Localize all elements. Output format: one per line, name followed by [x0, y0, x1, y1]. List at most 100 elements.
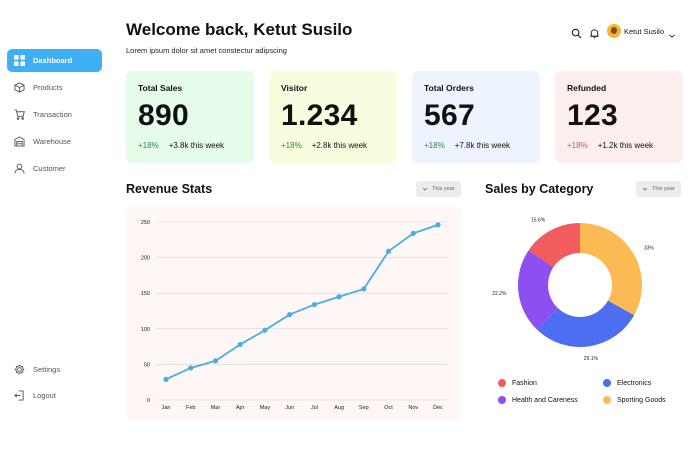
revenue-title: Revenue Stats — [126, 182, 213, 196]
x-tick-label: Aug — [334, 405, 344, 411]
revenue-period-dropdown[interactable]: This year — [416, 181, 461, 197]
sidebar-item-transaction[interactable]: Transaction — [7, 103, 102, 126]
legend-swatch — [603, 396, 611, 404]
card-label: Total Sales — [138, 83, 183, 93]
card-label: Visitor — [281, 83, 308, 93]
sidebar-item-label: Logout — [33, 391, 56, 400]
card-percent: +18% — [424, 141, 445, 150]
dropdown-label: This year — [652, 186, 675, 192]
data-point — [287, 311, 293, 318]
x-tick-label: Oct — [384, 405, 393, 411]
card-value: 1.234 — [281, 99, 358, 132]
revenue-series-line — [165, 223, 439, 381]
sidebar-item-warehouse[interactable]: Warehouse — [7, 130, 102, 153]
data-point — [385, 248, 392, 254]
revenue-line-chart: 0 50 100 150 200 250 Jan Feb Mar Apr May Jun Jul Aug S… — [141, 220, 448, 411]
card-percent: +18% — [281, 141, 302, 150]
card-note: +1.2k this week — [597, 141, 654, 150]
pie-slice — [536, 300, 635, 347]
x-tick-label: Jan — [162, 405, 171, 411]
sidebar-item-label: Settings — [33, 365, 61, 374]
legend-item: Electronics — [603, 379, 651, 387]
avatar[interactable] — [607, 24, 621, 38]
card-percent: +18% — [567, 141, 588, 150]
search-icon[interactable] — [571, 26, 582, 39]
sidebar-item-dashboard[interactable]: Dashboard — [7, 49, 102, 72]
user-icon — [14, 163, 25, 174]
cart-icon — [14, 109, 25, 120]
sidebar-item-products[interactable]: Products — [7, 76, 102, 99]
sidebar-item-label: Products — [33, 83, 63, 92]
x-tick-label: Jul — [311, 405, 318, 411]
data-point — [262, 327, 268, 333]
y-tick-label: 100 — [141, 327, 150, 333]
stat-card-total-orders: Total Orders 567 +18% +7.8k this week — [412, 71, 540, 163]
card-label: Total Orders — [424, 83, 474, 93]
legend-label: Health and Careness — [512, 396, 578, 404]
x-tick-label: Apr — [236, 405, 245, 411]
box-icon — [14, 82, 25, 93]
card-note: +3.8k this week — [168, 141, 225, 150]
dropdown-label: This year — [432, 186, 455, 192]
grid-icon — [14, 55, 25, 66]
warehouse-icon — [14, 136, 25, 147]
chevron-down-icon[interactable] — [668, 27, 676, 38]
slice-value-label: 15.6% — [531, 218, 546, 224]
card-value: 567 — [424, 99, 475, 132]
revenue-chart: 0 50 100 150 200 250 Jan Feb Mar Apr May Jun Jul Aug S… — [126, 207, 462, 420]
sidebar-item-label: Warehouse — [33, 137, 72, 146]
stat-card-total-sales: Total Sales 890 +18% +3.8k this week — [126, 71, 254, 163]
legend-label: Electronics — [617, 379, 652, 387]
sidebar-item-label: Transaction — [33, 110, 72, 119]
x-tick-label: Jun — [285, 405, 294, 411]
y-tick-label: 0 — [147, 398, 150, 404]
y-tick-label: 50 — [144, 362, 150, 368]
legend-label: Fashion — [512, 379, 537, 387]
sidebar-item-customer[interactable]: Customer — [7, 157, 102, 180]
legend-item: Sporting Goods — [603, 396, 666, 404]
sidebar-item-logout[interactable]: Logout — [7, 384, 102, 407]
legend-swatch — [498, 396, 506, 404]
y-tick-label: 150 — [141, 291, 150, 297]
slice-value-label: 29.1% — [584, 356, 599, 362]
card-note: +2.8k this week — [311, 141, 368, 150]
pie-slice — [518, 250, 558, 330]
legend-swatch — [498, 379, 506, 387]
x-tick-label: May — [260, 405, 271, 411]
legend-item: Fashion — [498, 379, 537, 387]
x-tick-label: Dec — [433, 405, 443, 411]
x-tick-label: Mar — [211, 405, 221, 411]
sidebar-item-settings[interactable]: Settings — [7, 358, 102, 381]
user-name[interactable]: Ketut Susilo — [624, 27, 665, 36]
pie-slice — [528, 223, 580, 268]
data-point — [212, 358, 219, 364]
sidebar: Dashboard Products Transaction Warehouse… — [0, 0, 112, 450]
chevron-down-icon — [422, 187, 428, 191]
x-tick-label: Sep — [359, 405, 369, 411]
logout-icon — [14, 390, 25, 401]
legend-item: Health and Careness — [498, 396, 578, 404]
data-point — [336, 294, 342, 300]
data-point — [410, 230, 416, 236]
stat-card-refunded: Refunded 123 +18% +1.2k this week — [555, 71, 683, 163]
category-donut-chart: 15.6% 33% 29.1% 22.2% — [492, 218, 654, 362]
page-subtitle: Lorem ipsum dolor sit amet constectur ad… — [126, 46, 287, 55]
data-point — [361, 286, 367, 292]
data-point — [237, 341, 243, 348]
x-tick-label: Nov — [408, 405, 418, 411]
category-period-dropdown[interactable]: This year — [636, 181, 681, 197]
x-tick-label: Feb — [186, 405, 195, 411]
data-point — [435, 222, 441, 228]
data-point — [311, 301, 317, 308]
sidebar-item-label: Customer — [33, 164, 66, 173]
bell-icon[interactable] — [589, 26, 600, 39]
card-value: 123 — [567, 99, 618, 132]
y-tick-label: 250 — [141, 220, 150, 226]
legend-swatch — [603, 379, 611, 387]
data-point — [188, 365, 194, 371]
y-tick-label: 200 — [141, 256, 150, 262]
stat-card-visitor: Visitor 1.234 +18% +2.8k this week — [269, 71, 397, 163]
slice-value-label: 22.2% — [492, 291, 507, 297]
data-point — [163, 376, 169, 382]
sidebar-item-label: Dashboard — [33, 56, 73, 65]
